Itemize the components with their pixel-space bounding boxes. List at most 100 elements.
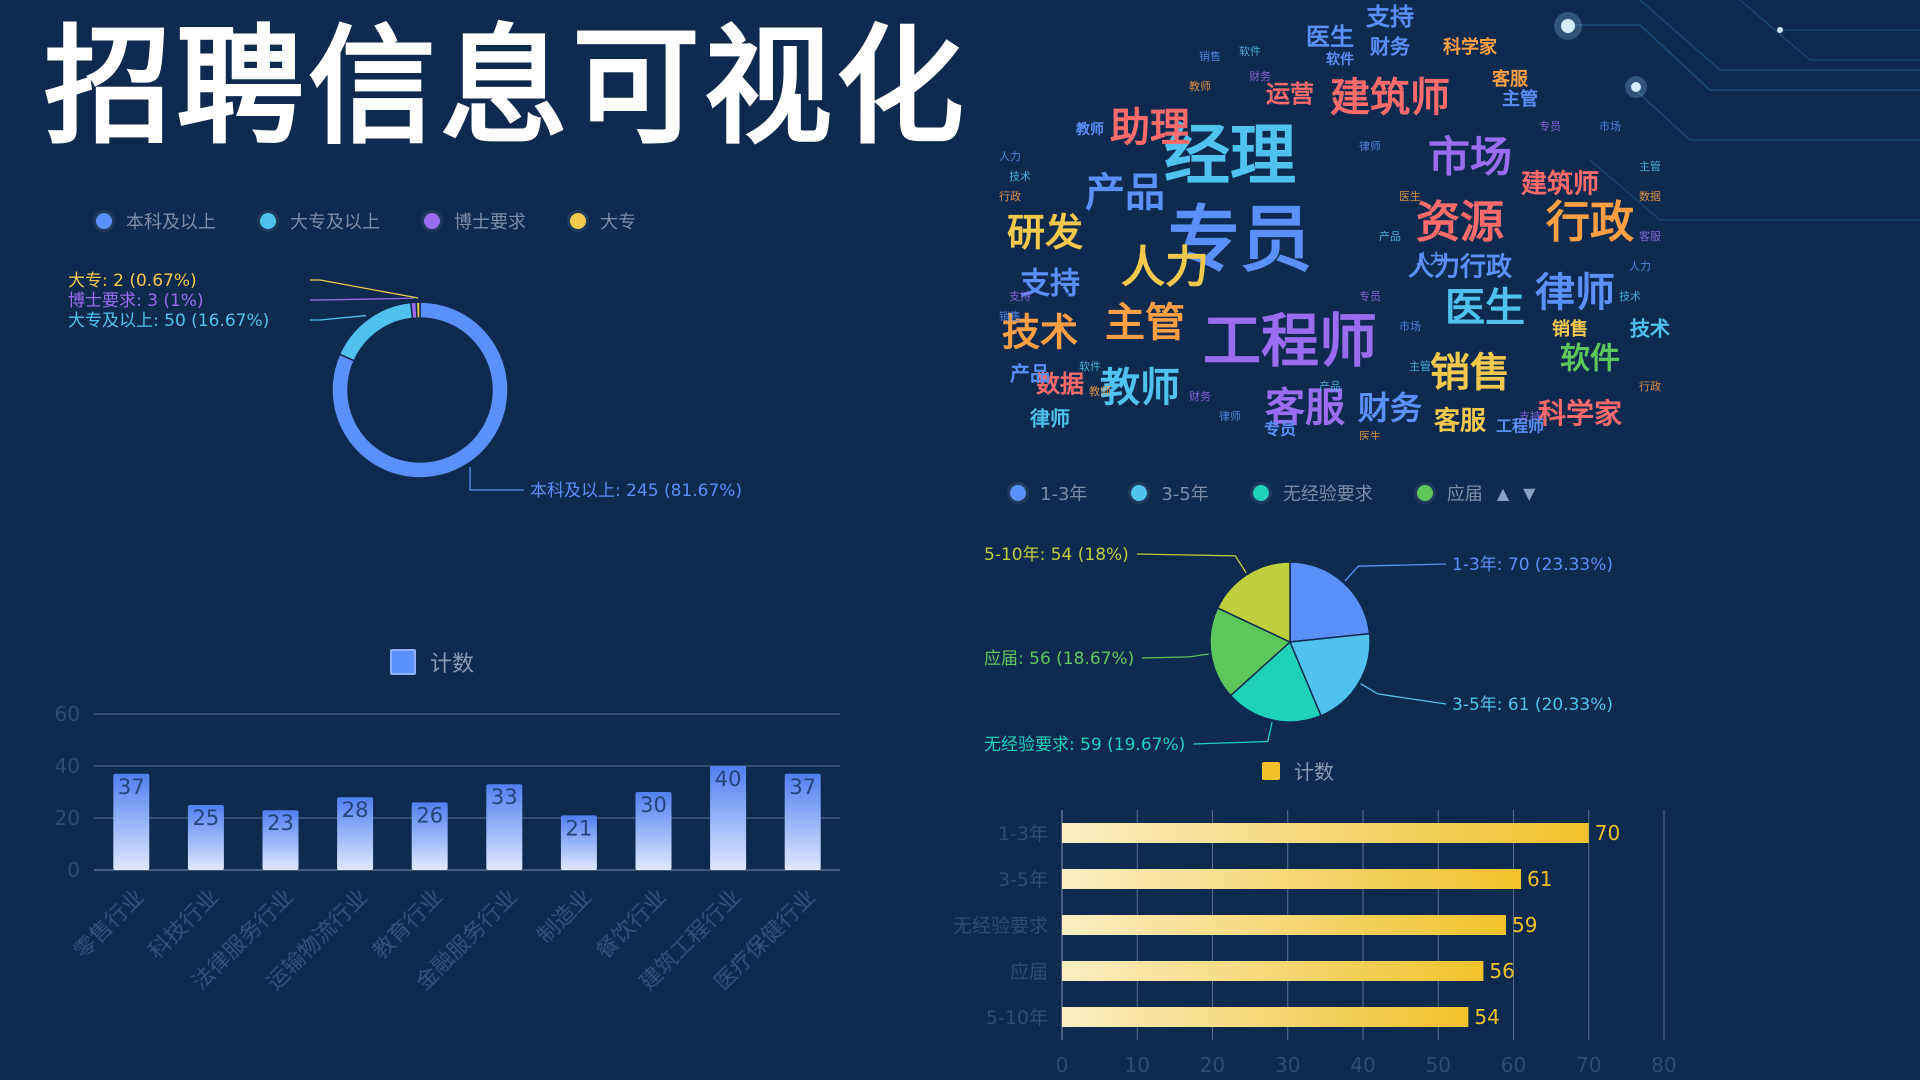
bar-value-label: 33 (491, 785, 518, 809)
legend-item[interactable]: 3-5年 (1131, 480, 1209, 506)
page-title: 招聘信息可视化 (44, 13, 969, 162)
donut-slice (331, 301, 509, 479)
wordcloud-small-word: 专员 (1539, 119, 1561, 133)
legend-item[interactable]: 应届 (1416, 480, 1483, 506)
wordcloud-word: 客服 (1434, 406, 1487, 437)
bar (262, 810, 299, 870)
x-tick-label: 10 (1125, 1053, 1150, 1077)
wordcloud-small-word: 支持 (1519, 409, 1541, 423)
wordcloud-word: 工程师 (1496, 417, 1544, 436)
slice-label: 大专及以上: 50 (16.67%) (68, 311, 269, 331)
industry-legend[interactable]: 计数 (390, 646, 474, 678)
wordcloud-word: 主管 (1105, 300, 1185, 346)
legend-label: 计数 (430, 652, 475, 677)
x-tick-label: 50 (1426, 1053, 1451, 1077)
slice-label: 应届: 56 (18.67%) (984, 649, 1134, 669)
legend-page-down-icon[interactable]: ▼ (1523, 483, 1536, 503)
wordcloud-small-word: 数据 (1639, 189, 1661, 203)
bar (1062, 915, 1506, 935)
wordcloud-word: 客服 (1265, 385, 1345, 431)
wordcloud-word: 教师 (1100, 365, 1180, 411)
wordcloud-word: 建筑师 (1330, 75, 1450, 121)
bar-value-label: 37 (789, 775, 816, 799)
legend-dot (1131, 485, 1148, 501)
wordcloud-word: 运营 (1266, 80, 1314, 108)
x-tick-label: 0 (1056, 1053, 1069, 1077)
label-leader-line (1136, 553, 1247, 574)
label-leader-line (1360, 683, 1447, 705)
wordcloud-word: 产品 (1010, 362, 1050, 386)
legend-item[interactable]: 大专及以上 (260, 208, 380, 234)
bar (1062, 823, 1589, 843)
legend-label: 应届 (1446, 484, 1483, 505)
x-tick-label: 60 (1501, 1053, 1526, 1077)
legend-item[interactable]: 本科及以上 (96, 208, 216, 234)
wordcloud-word: 专员 (1168, 198, 1312, 282)
wordcloud-word: 技术 (1630, 317, 1670, 341)
bar (784, 773, 821, 870)
wordcloud-small-word: 软件 (1079, 359, 1101, 373)
wordcloud-word: 研发 (1007, 211, 1083, 255)
donut-slice (338, 301, 414, 362)
wordcloud-word: 主管 (1502, 88, 1538, 110)
y-tick-label: 应届 (1010, 961, 1048, 983)
legend-label: 本科及以上 (126, 212, 216, 233)
legend-label: 大专及以上 (290, 212, 380, 233)
legend-page-up-icon[interactable]: ▲ (1496, 483, 1510, 503)
wordcloud-small-word: 律师 (1359, 140, 1381, 153)
wordcloud-word: 人力 (1121, 242, 1209, 293)
exp-bar-legend[interactable]: 计数 (1262, 756, 1334, 785)
legend-item[interactable]: 无经验要求 (1252, 480, 1373, 506)
wordcloud-word: 财务 (1358, 389, 1422, 427)
wordcloud-small-word: 教师 (1089, 385, 1111, 398)
pie-slice (1216, 561, 1291, 644)
wordcloud-word: 科学家 (1443, 36, 1498, 58)
legend-dot (1416, 485, 1433, 501)
wordcloud-small-word: 主管 (1409, 359, 1431, 373)
wordcloud-small-word: 医生 (1399, 189, 1421, 203)
legend-item-count[interactable]: 计数 (390, 646, 474, 678)
legend-item[interactable]: 博士要求 (424, 208, 526, 234)
wordcloud-word: 工程师 (1203, 307, 1377, 375)
bar-value-label: 37 (118, 775, 145, 799)
y-tick-label: 60 (55, 702, 80, 726)
y-tick-label: 无经验要求 (953, 915, 1048, 937)
label-leader-line (310, 297, 414, 301)
x-tick-label: 40 (1350, 1053, 1375, 1077)
y-tick-label: 5-10年 (986, 1007, 1048, 1029)
bar-value-label: 25 (193, 806, 220, 830)
bar-value-label: 30 (640, 793, 667, 817)
legend-label: 无经验要求 (1282, 484, 1373, 505)
wordcloud-small-word: 支持 (1009, 289, 1031, 303)
bar-value-label: 28 (342, 798, 369, 822)
legend-item[interactable]: 1-3年 (1010, 480, 1087, 506)
y-tick-label: 40 (55, 754, 80, 778)
exp-legend: 1-3年 3-5年 无经验要求 应届 ▲ ▼ (1010, 480, 1535, 506)
label-leader-line (1344, 563, 1447, 582)
wordcloud-small-word: 软件 (1239, 44, 1261, 58)
slice-label: 本科及以上: 245 (81.67%) (530, 481, 742, 501)
wordcloud-word: 律师 (1030, 407, 1070, 431)
wordcloud-word: 医生 (1306, 23, 1354, 51)
wordcloud-small-word: 产品 (1319, 379, 1341, 393)
bar-value-label: 56 (1489, 959, 1514, 983)
circuit-decoration (1554, 0, 1920, 221)
wordcloud-small-word: 行政 (1639, 379, 1661, 393)
wordcloud-word: 产品 (1085, 170, 1165, 216)
wordcloud-word: 行政 (1546, 197, 1634, 248)
wordcloud-small-word: 财务 (1249, 69, 1271, 83)
wordcloud-word: 财务 (1370, 35, 1411, 59)
legend-item[interactable]: 大专 (570, 208, 636, 234)
wordcloud-small-word: 人力 (1629, 260, 1651, 273)
bar (710, 766, 747, 870)
wordcloud-word: 经理 (1164, 117, 1296, 194)
exp-pie-chart: 1-3年: 70 (23.33%) 3-5年: 61 (20.33%) 无经验要求:… (984, 545, 1613, 755)
slice-label: 无经验要求: 59 (19.67%) (984, 735, 1185, 755)
bar (560, 815, 597, 870)
wordcloud-word: 教师 (1076, 121, 1104, 138)
wordcloud-word: 市场 (1428, 133, 1512, 182)
legend-item-count[interactable]: 计数 (1262, 756, 1334, 785)
wordcloud-small-word: 产品 (1379, 229, 1401, 243)
bar (113, 773, 150, 870)
wordcloud-word: 助理 (1110, 105, 1190, 151)
